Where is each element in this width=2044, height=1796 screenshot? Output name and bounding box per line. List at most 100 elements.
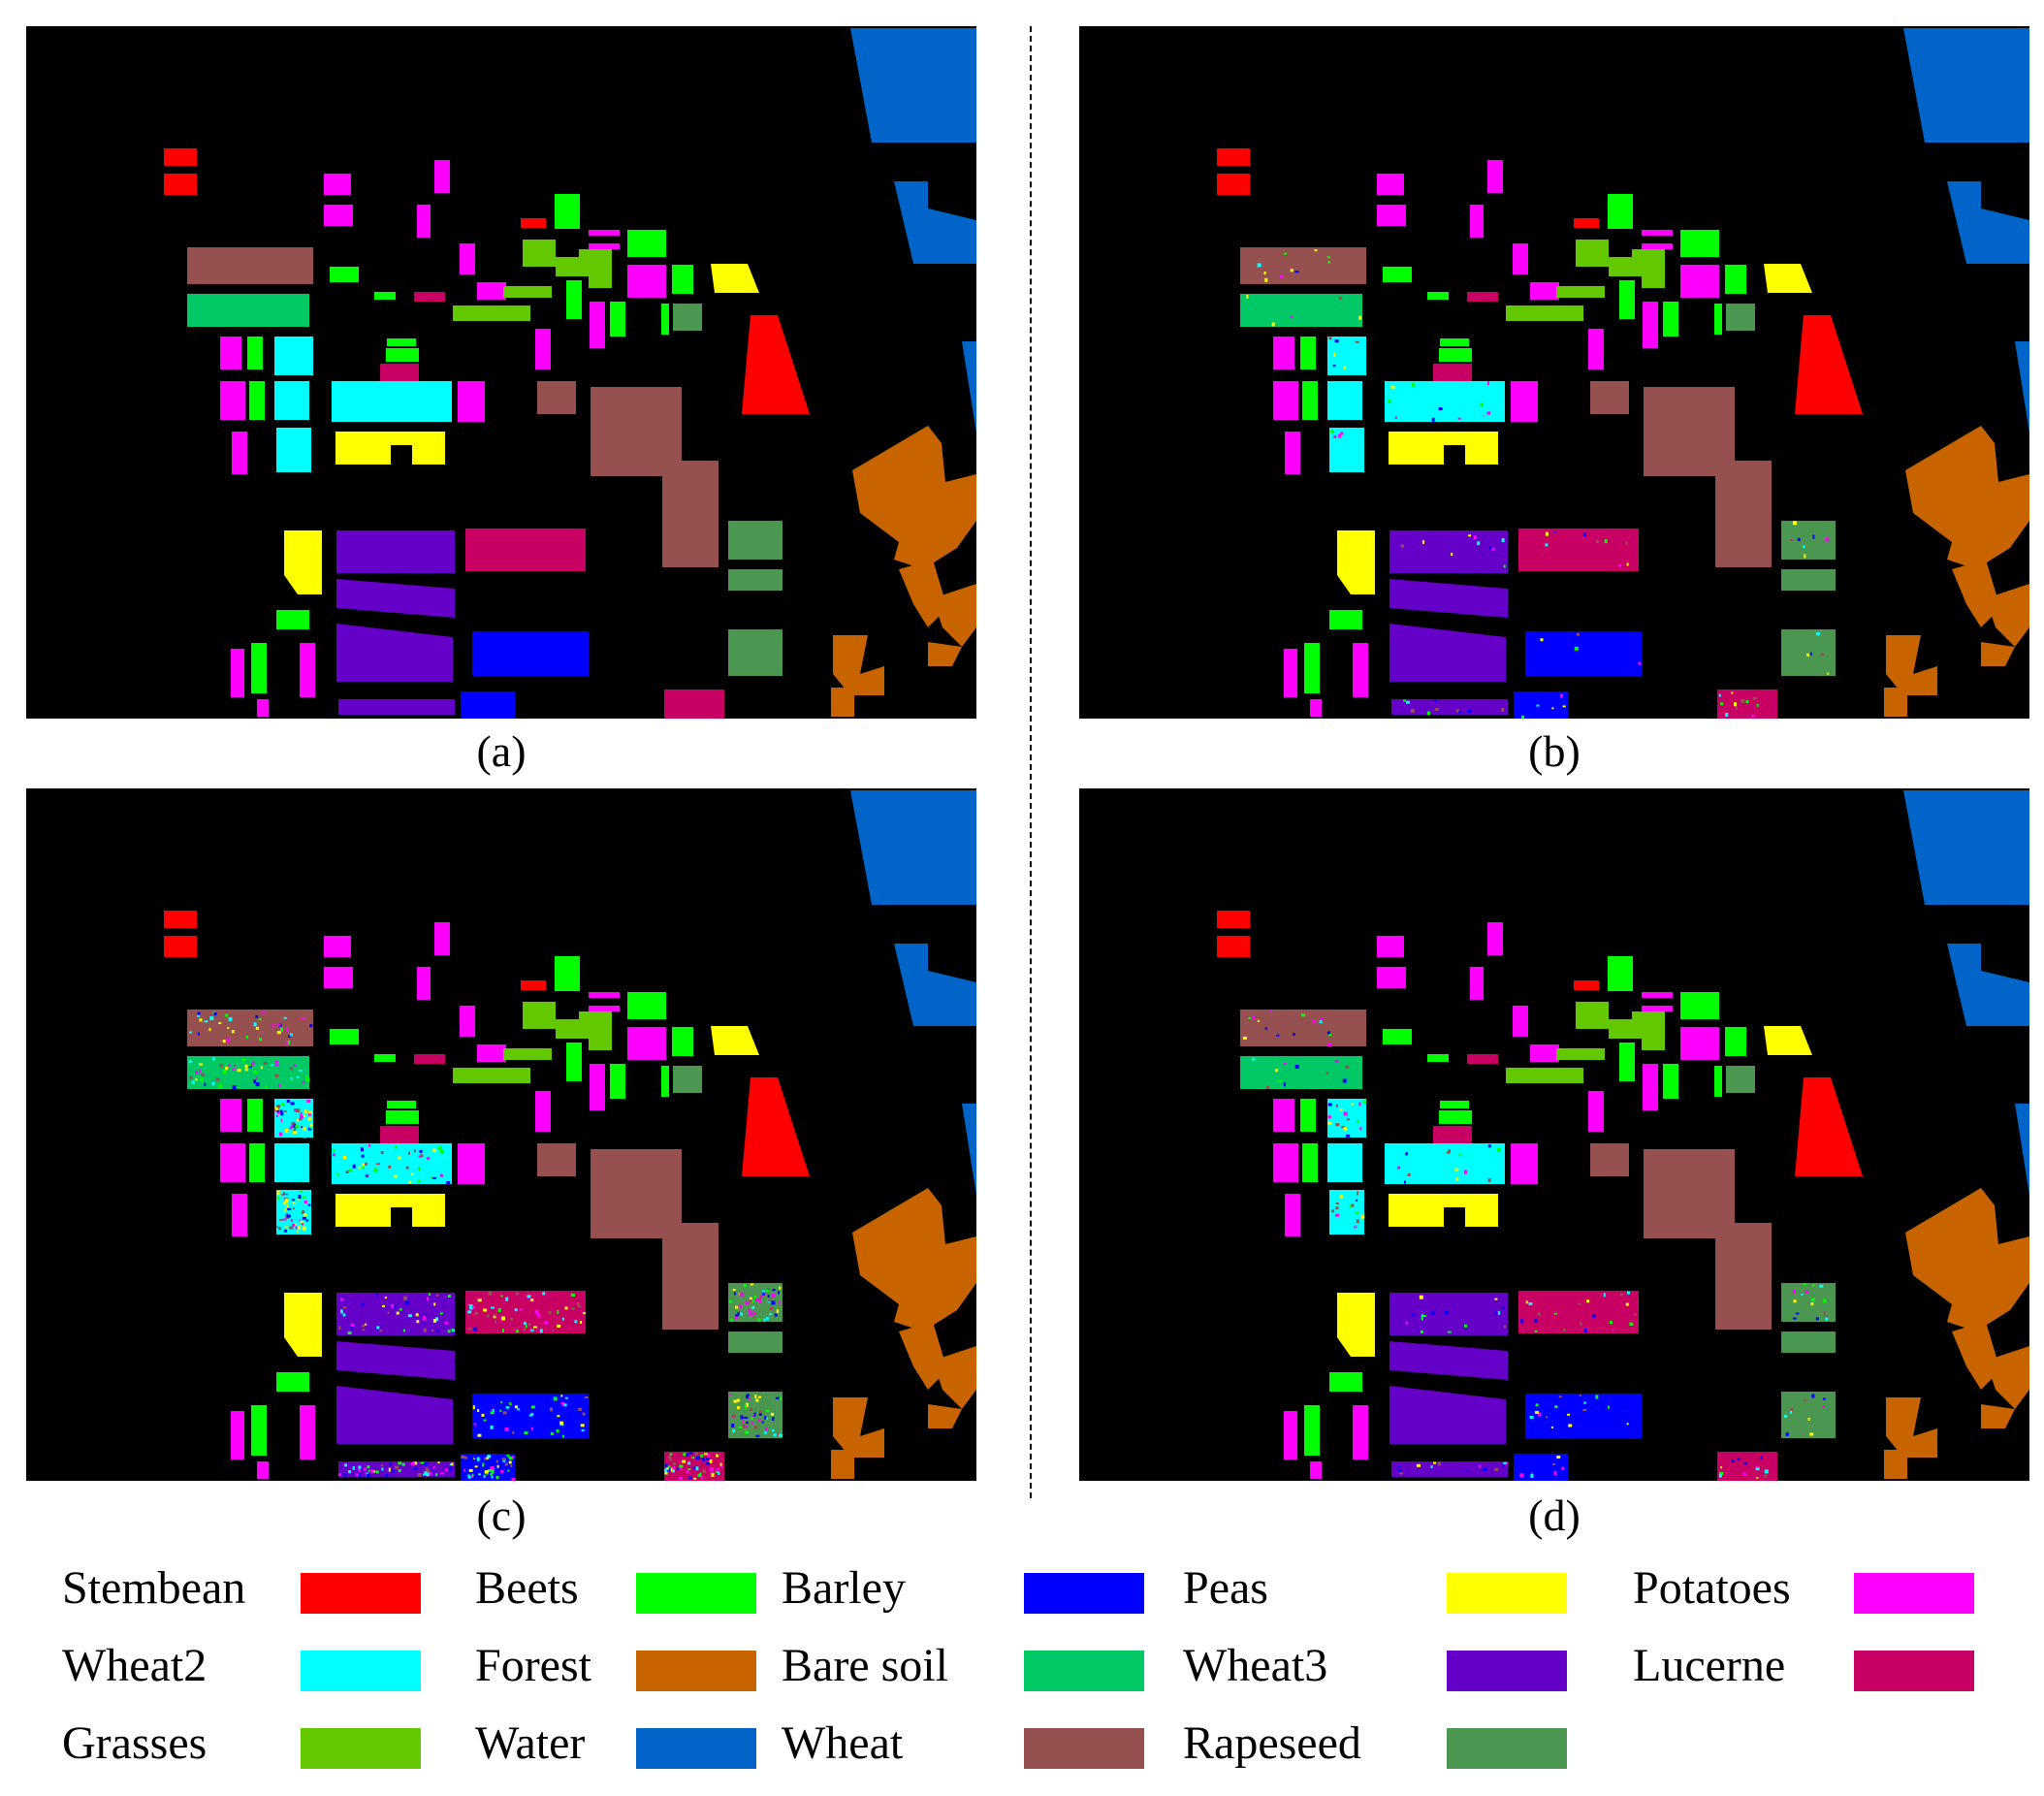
misclassified-pixel xyxy=(1357,361,1361,365)
region-forest xyxy=(833,635,884,695)
misclassified-pixel xyxy=(439,1312,443,1315)
misclassified-pixel xyxy=(1559,693,1563,698)
region-beets xyxy=(251,643,267,693)
misclassified-pixel xyxy=(384,1297,387,1299)
legend-label: Wheat2 xyxy=(62,1640,208,1691)
misclassified-pixel xyxy=(729,1394,732,1396)
misclassified-pixel xyxy=(776,1309,779,1314)
region-potatoes xyxy=(1643,302,1658,348)
misclassified-pixel xyxy=(373,1168,378,1172)
misclassified-pixel xyxy=(376,1326,380,1330)
region-potatoes xyxy=(1273,1099,1294,1132)
region-beets xyxy=(1427,292,1449,300)
misclassified-pixel xyxy=(670,1467,673,1472)
misclassified-pixel xyxy=(289,1067,293,1071)
misclassified-pixel xyxy=(533,1326,537,1329)
misclassified-pixel xyxy=(431,1176,436,1179)
misclassified-pixel xyxy=(1331,1209,1335,1213)
misclassified-pixel xyxy=(1822,1405,1825,1408)
misclassified-pixel xyxy=(339,1298,343,1301)
misclassified-pixel xyxy=(472,1473,477,1477)
misclassified-pixel xyxy=(1518,1459,1523,1462)
misclassified-pixel xyxy=(483,1308,488,1312)
misclassified-pixel xyxy=(762,1292,766,1296)
legend-swatch xyxy=(636,1728,756,1769)
misclassified-pixel xyxy=(1556,1456,1561,1459)
misclassified-pixel xyxy=(427,1297,430,1301)
region-stembean xyxy=(1217,174,1250,195)
misclassified-pixel xyxy=(1430,1465,1433,1469)
misclassified-pixel xyxy=(191,1080,195,1084)
misclassified-pixel xyxy=(283,1192,285,1196)
misclassified-pixel xyxy=(1792,1290,1796,1295)
map-panel-b xyxy=(1079,26,2029,719)
misclassified-pixel xyxy=(253,1016,257,1019)
misclassified-pixel xyxy=(286,1028,289,1032)
misclassified-pixel xyxy=(483,1419,487,1422)
misclassified-pixel xyxy=(410,1461,415,1465)
misclassified-pixel xyxy=(1338,296,1342,300)
misclassified-pixel xyxy=(1815,632,1820,636)
misclassified-pixel xyxy=(1553,1312,1557,1315)
misclassified-pixel xyxy=(415,1313,419,1317)
misclassified-pixel xyxy=(241,1058,246,1062)
misclassified-pixel xyxy=(228,1064,232,1067)
misclassified-pixel xyxy=(1520,1319,1524,1324)
misclassified-pixel xyxy=(298,1127,301,1131)
misclassified-pixel xyxy=(375,1470,379,1474)
misclassified-pixel xyxy=(375,1163,380,1166)
misclassified-pixel xyxy=(709,1467,714,1472)
misclassified-pixel xyxy=(720,1464,723,1468)
misclassified-pixel xyxy=(1624,1411,1629,1415)
misclassified-pixel xyxy=(1631,1427,1636,1430)
misclassified-pixel xyxy=(740,1312,744,1316)
misclassified-pixel xyxy=(1562,1401,1566,1405)
misclassified-pixel xyxy=(1545,531,1549,536)
misclassified-pixel xyxy=(473,1456,477,1459)
region-peas xyxy=(1764,264,1812,293)
misclassified-pixel xyxy=(1553,1471,1557,1475)
misclassified-pixel xyxy=(1825,1317,1829,1321)
region-water xyxy=(962,1104,976,1196)
misclassified-pixel xyxy=(464,1454,467,1458)
misclassified-pixel xyxy=(395,1465,399,1469)
misclassified-pixel xyxy=(733,1399,738,1403)
misclassified-pixel xyxy=(1801,1293,1804,1296)
region-bare-soil xyxy=(187,294,309,327)
misclassified-pixel xyxy=(1823,1311,1826,1316)
misclassified-pixel xyxy=(199,1018,203,1022)
misclassified-pixel xyxy=(255,1026,259,1030)
region-wheat xyxy=(1644,1149,1772,1330)
misclassified-pixel xyxy=(287,1207,292,1210)
misclassified-pixel xyxy=(505,1405,510,1409)
region-beets xyxy=(610,302,625,337)
misclassified-pixel xyxy=(1610,1321,1613,1325)
misclassified-pixel xyxy=(1552,1462,1555,1465)
region-forest xyxy=(852,1188,976,1331)
misclassified-pixel xyxy=(1827,672,1830,675)
misclassified-pixel xyxy=(435,1294,439,1297)
region-potatoes xyxy=(535,329,551,369)
misclassified-pixel xyxy=(1502,1464,1505,1467)
misclassified-pixel xyxy=(1810,1298,1815,1301)
misclassified-pixel xyxy=(688,1452,693,1455)
region-potatoes xyxy=(1487,160,1503,193)
misclassified-pixel xyxy=(348,1470,351,1474)
misclassified-pixel xyxy=(486,1457,490,1459)
misclassified-pixel xyxy=(1484,413,1487,418)
misclassified-pixel xyxy=(301,1017,305,1020)
misclassified-pixel xyxy=(447,1295,451,1298)
misclassified-pixel xyxy=(530,1299,534,1302)
misclassified-pixel xyxy=(763,1318,766,1322)
legend-swatch xyxy=(1854,1573,1974,1614)
misclassified-pixel xyxy=(307,1117,312,1121)
misclassified-pixel xyxy=(560,1401,565,1406)
region-beets xyxy=(249,1143,265,1182)
misclassified-pixel xyxy=(503,1398,507,1403)
misclassified-pixel xyxy=(502,1411,507,1415)
misclassified-pixel xyxy=(1320,1018,1324,1021)
region-stembean xyxy=(742,315,810,414)
misclassified-pixel xyxy=(1784,1414,1787,1418)
region-forest xyxy=(1884,688,1907,717)
misclassified-pixel xyxy=(418,1155,422,1158)
